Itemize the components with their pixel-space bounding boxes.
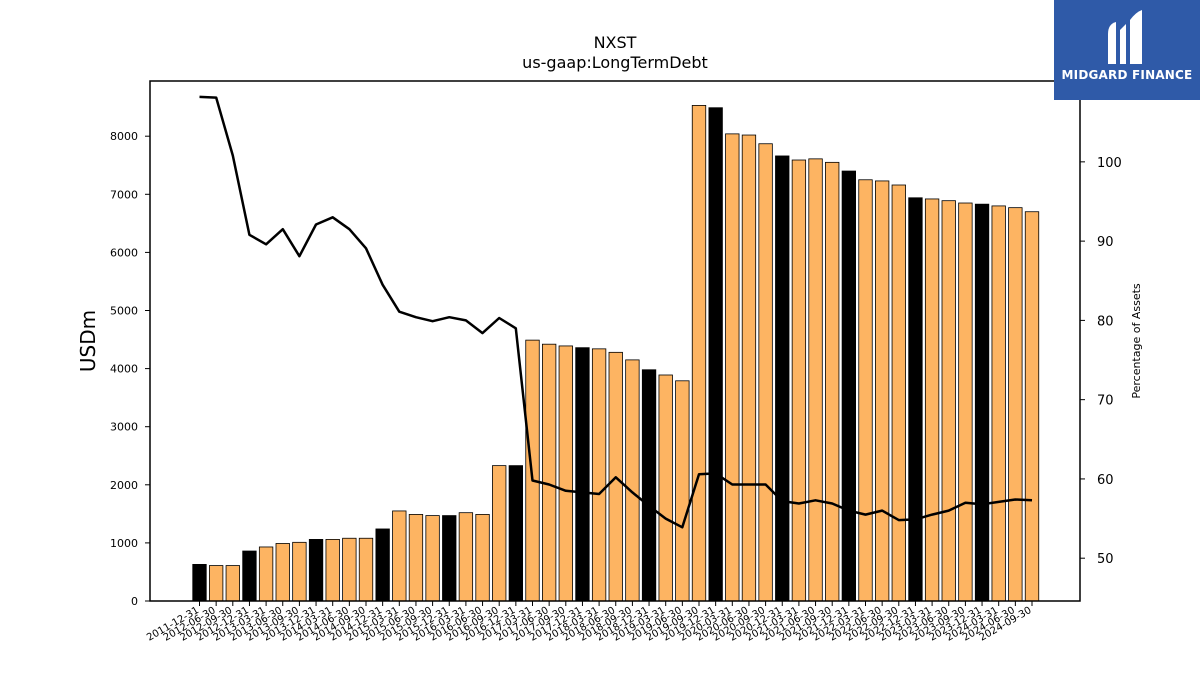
bar — [425, 515, 440, 602]
bar — [1024, 211, 1040, 602]
y2-tick-label: 60 — [1097, 473, 1114, 488]
bar — [575, 347, 590, 602]
bar — [508, 465, 524, 602]
y-tick-label: 3000 — [110, 421, 138, 434]
bar — [891, 184, 906, 602]
bar — [258, 546, 274, 602]
bar — [558, 345, 573, 602]
y-tick-label: 1000 — [110, 537, 138, 550]
bar — [974, 203, 990, 602]
chart-title: NXST — [594, 33, 637, 52]
logo-mark-icon — [1108, 10, 1142, 64]
bar — [725, 133, 740, 602]
midgard-finance-logo: MIDGARD FINANCE — [1054, 0, 1200, 100]
bar — [825, 161, 840, 602]
bar — [625, 359, 640, 602]
y2-tick-label: 70 — [1097, 394, 1114, 409]
bar — [991, 205, 1006, 602]
y-tick-label: 4000 — [110, 363, 138, 376]
bar — [358, 537, 374, 602]
bar — [641, 369, 657, 602]
y-tick-label: 5000 — [110, 304, 138, 317]
bar — [375, 528, 390, 602]
y-tick-label: 0 — [131, 595, 138, 608]
bar — [908, 197, 923, 602]
bar — [208, 565, 224, 602]
bar — [292, 541, 307, 602]
y-tick-label: 6000 — [110, 246, 138, 259]
bar — [591, 348, 607, 602]
bar — [941, 200, 956, 602]
bar — [492, 465, 507, 602]
bar — [275, 543, 290, 602]
bar — [242, 550, 257, 602]
bar — [708, 107, 723, 602]
bar — [192, 563, 207, 602]
bar — [458, 512, 474, 602]
y-tick-label: 7000 — [110, 188, 138, 201]
bar — [308, 539, 324, 602]
bar — [658, 374, 673, 602]
bar — [392, 510, 407, 602]
percentage-line — [199, 95, 1033, 529]
bar — [542, 343, 557, 602]
bar — [924, 198, 940, 602]
y2-tick-label: 80 — [1097, 314, 1114, 329]
bar — [475, 514, 490, 602]
chart-subtitle: us-gaap:LongTermDebt — [522, 53, 708, 72]
bar — [1008, 207, 1023, 602]
bar — [675, 380, 690, 602]
bar — [958, 202, 973, 602]
y2-axis-label: Percentage of Assets — [1130, 283, 1143, 399]
bar — [691, 105, 707, 602]
bar — [325, 539, 340, 602]
bar — [775, 155, 790, 602]
bar — [408, 514, 424, 602]
bar — [758, 143, 773, 602]
logo-text: MIDGARD FINANCE — [1061, 68, 1193, 82]
bar — [841, 170, 856, 602]
bar — [225, 565, 240, 602]
bar — [875, 180, 890, 602]
plot-frame — [149, 80, 1081, 602]
y2-tick-label: 100 — [1097, 156, 1122, 171]
y-tick-label: 8000 — [110, 130, 138, 143]
y2-tick-label: 90 — [1097, 235, 1114, 250]
bar — [791, 159, 807, 602]
bar — [342, 537, 357, 602]
bar — [442, 515, 457, 602]
y-tick-label: 2000 — [110, 479, 138, 492]
bar — [741, 134, 757, 602]
y-axis-label: USDm — [76, 310, 100, 372]
bar — [808, 158, 823, 602]
y2-tick-label: 50 — [1097, 552, 1114, 567]
bar — [858, 179, 873, 602]
